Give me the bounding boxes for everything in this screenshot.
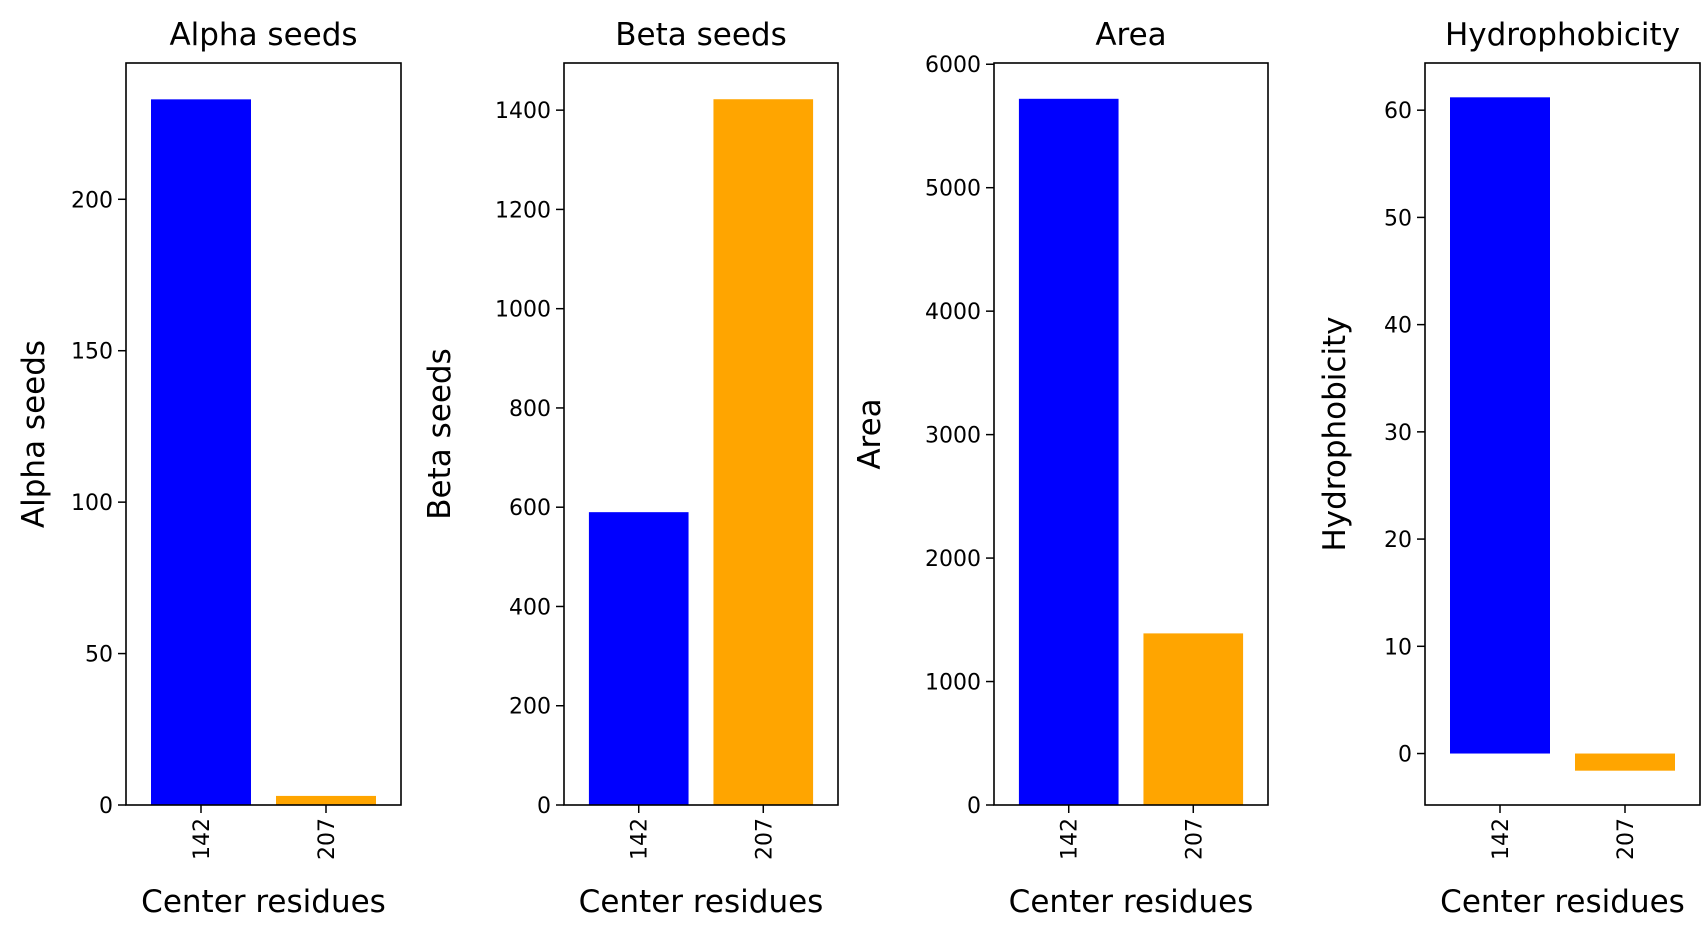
x-tick-label: 142 [1058, 818, 1083, 860]
plot-frame [125, 62, 402, 806]
y-tick-label: 30 [1384, 421, 1412, 446]
x-tick-label: 207 [1182, 818, 1207, 860]
y-tick-label: 4000 [925, 300, 981, 325]
y-tick-label: 0 [1398, 743, 1412, 768]
x-axis-label: Center residues [141, 884, 386, 920]
y-axis-label: Hydrophobicity [1317, 316, 1353, 551]
y-tick-label: 50 [1384, 206, 1412, 231]
x-tick-label: 207 [1614, 818, 1639, 860]
bar-142 [588, 512, 689, 805]
chart-panel-4: 0 10 20 30 40 50 60 142 207 Hydrophobicity Center … [1317, 17, 1701, 920]
chart-panel-1: 0 50 100 150 200 142 207 Alpha seeds Center resi… [16, 17, 402, 920]
bar-142 [151, 99, 251, 806]
x-axis-label: Center residues [579, 884, 824, 920]
y-tick-label: 6000 [925, 53, 981, 78]
y-tick-label: 5000 [925, 177, 981, 202]
bar-207 [713, 99, 814, 805]
y-tick-label: 400 [509, 595, 551, 620]
y-tick-label: 60 [1384, 99, 1412, 124]
y-tick-label: 200 [71, 188, 113, 213]
x-axis-label: Center residues [1440, 884, 1685, 920]
y-tick-label: 2000 [925, 547, 981, 572]
bar-142 [1450, 97, 1550, 754]
plot-frame [563, 62, 839, 806]
y-tick-label: 0 [537, 794, 551, 819]
y-tick-label: 1000 [495, 298, 551, 323]
y-tick-label: 1000 [925, 671, 981, 696]
y-tick-label: 200 [509, 695, 551, 720]
y-tick-label: 3000 [925, 424, 981, 449]
x-tick-label: 207 [315, 818, 340, 860]
y-tick-label: 1400 [495, 99, 551, 124]
y-tick-label: 600 [509, 496, 551, 521]
bar-207 [276, 795, 376, 805]
y-tick-label: 40 [1384, 314, 1412, 339]
x-tick-label: 207 [752, 818, 777, 860]
panel-title: Hydrophobicity [1445, 17, 1680, 53]
y-tick-label: 150 [71, 340, 113, 365]
y-tick-label: 100 [71, 491, 113, 516]
chart-panel-3: 0 1000 2000 3000 4000 5000 6000 142 207 Area Cente… [852, 17, 1269, 920]
plot-frame [1424, 62, 1701, 806]
chart-panel-2: 0 200 400 600 800 1000 1200 1400 142 207 Beta seed… [422, 17, 839, 920]
y-tick-label: 800 [509, 397, 551, 422]
x-tick-label: 142 [190, 818, 215, 860]
bar-207 [1575, 753, 1675, 771]
y-axis-label: Beta seeds [422, 348, 458, 519]
y-tick-label: 0 [967, 794, 981, 819]
y-tick-label: 50 [85, 643, 113, 668]
x-axis-label: Center residues [1009, 884, 1254, 920]
panel-title: Area [1095, 17, 1166, 53]
y-tick-label: 10 [1384, 635, 1412, 660]
panel-title: Alpha seeds [169, 17, 357, 53]
y-tick-label: 20 [1384, 528, 1412, 553]
y-tick-label: 0 [99, 794, 113, 819]
x-tick-label: 142 [1489, 818, 1514, 860]
panel-title: Beta seeds [615, 17, 786, 53]
y-axis-label: Alpha seeds [16, 340, 52, 528]
x-tick-label: 142 [628, 818, 653, 860]
bar-207 [1143, 633, 1244, 805]
bar-142 [1018, 98, 1119, 806]
y-tick-label: 1200 [495, 198, 551, 223]
y-axis-label: Area [852, 398, 888, 469]
